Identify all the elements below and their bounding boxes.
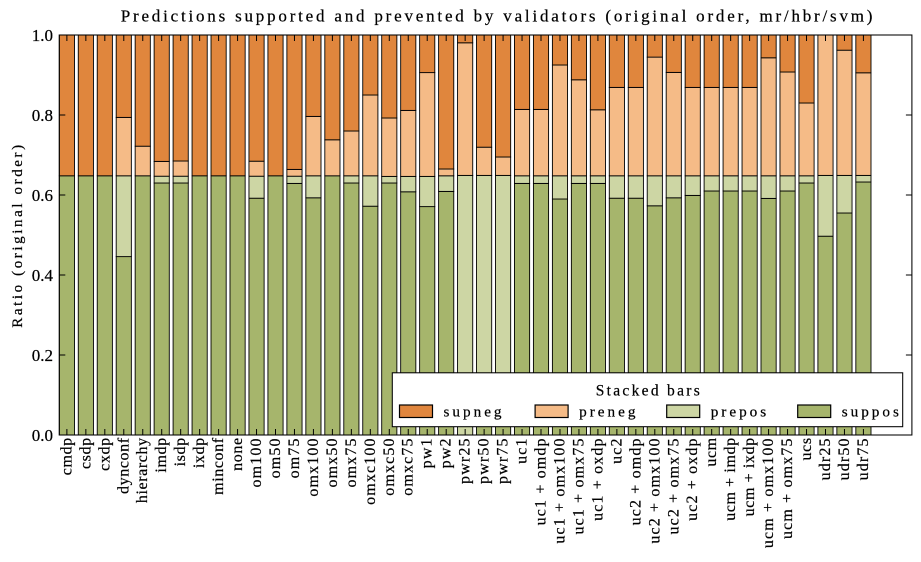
svg-text:preneg: preneg [579, 404, 638, 421]
svg-text:0.8: 0.8 [32, 106, 53, 125]
svg-text:pwr75: pwr75 [495, 437, 512, 484]
svg-text:udr50: udr50 [836, 437, 853, 480]
svg-text:om75: om75 [286, 437, 303, 478]
svg-text:1.0: 1.0 [32, 26, 53, 45]
svg-text:uc1 + omdp: uc1 + omdp [533, 437, 550, 525]
svg-text:Ratio (original order): Ratio (original order) [10, 142, 26, 328]
svg-text:uc1: uc1 [514, 437, 531, 464]
svg-text:ucm: ucm [703, 437, 720, 466]
svg-text:0.2: 0.2 [32, 346, 53, 365]
svg-text:minconf: minconf [210, 437, 227, 495]
svg-text:pwr25: pwr25 [457, 437, 474, 484]
svg-text:Predictions supported and prev: Predictions supported and prevented by v… [121, 7, 876, 26]
svg-text:dynconf: dynconf [115, 437, 132, 494]
svg-text:omx75: omx75 [343, 437, 360, 487]
svg-text:uc1 + oxdp: uc1 + oxdp [589, 437, 606, 521]
svg-text:om100: om100 [248, 437, 265, 487]
svg-text:suppos: suppos [842, 404, 902, 421]
svg-text:0.0: 0.0 [32, 426, 53, 445]
svg-text:ucs: ucs [798, 437, 815, 460]
svg-text:uc2 + oxdp: uc2 + oxdp [684, 437, 701, 521]
svg-text:isdp: isdp [172, 437, 189, 466]
svg-text:ucm + omx100: ucm + omx100 [760, 437, 777, 548]
svg-text:omx50: omx50 [324, 437, 341, 487]
svg-text:hierarchy: hierarchy [134, 437, 151, 503]
svg-text:ixdp: ixdp [191, 437, 208, 468]
svg-text:omxc100: omxc100 [362, 437, 379, 505]
svg-text:omx100: omx100 [305, 437, 322, 496]
svg-text:uc1 + omx75: uc1 + omx75 [570, 437, 587, 534]
svg-text:pwr50: pwr50 [476, 437, 493, 484]
svg-text:none: none [229, 437, 246, 471]
svg-text:uc2 + omx75: uc2 + omx75 [665, 437, 682, 534]
svg-text:Stacked bars: Stacked bars [596, 383, 702, 400]
svg-text:uc2: uc2 [608, 437, 625, 464]
svg-text:0.4: 0.4 [32, 266, 54, 285]
svg-text:udr75: udr75 [855, 437, 872, 480]
svg-text:pw1: pw1 [419, 437, 436, 468]
svg-text:cmdp: cmdp [58, 437, 75, 475]
svg-text:omxc50: omxc50 [381, 437, 398, 495]
svg-text:0.6: 0.6 [32, 186, 53, 205]
svg-text:cxdp: cxdp [96, 437, 113, 471]
svg-text:uc2 + omdp: uc2 + omdp [627, 437, 644, 525]
svg-text:csdp: csdp [77, 437, 94, 469]
svg-text:pw2: pw2 [438, 437, 455, 468]
svg-text:omxc75: omxc75 [400, 437, 417, 495]
svg-text:om50: om50 [267, 437, 284, 478]
svg-text:imdp: imdp [153, 437, 170, 472]
svg-text:uc2 + omx100: uc2 + omx100 [646, 437, 663, 543]
svg-text:ucm + omx75: ucm + omx75 [779, 437, 796, 539]
svg-text:ucm + imdp: ucm + imdp [722, 437, 739, 520]
svg-text:udr25: udr25 [817, 437, 834, 480]
svg-text:prepos: prepos [711, 404, 770, 421]
svg-text:supneg: supneg [444, 404, 505, 421]
svg-text:ucm + ixdp: ucm + ixdp [741, 437, 758, 516]
svg-text:uc1 + omx100: uc1 + omx100 [551, 437, 568, 543]
